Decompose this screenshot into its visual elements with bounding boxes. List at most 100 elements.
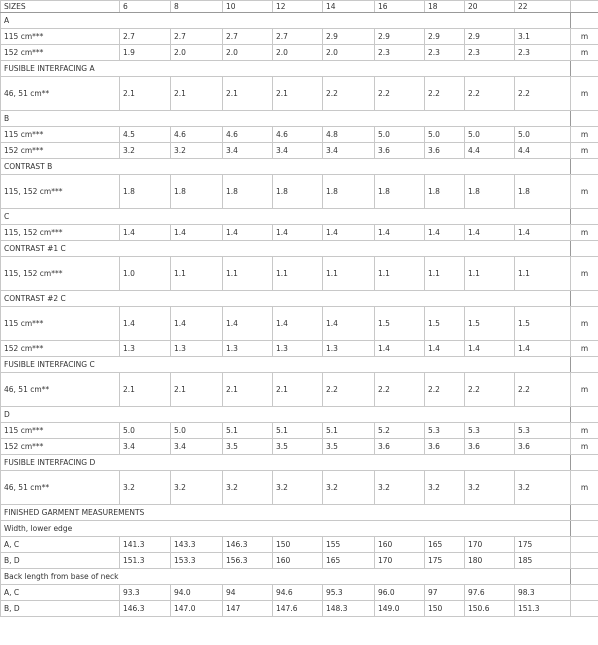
- data-row: 46, 51 cm** 2.1 2.1 2.1 2.1 2.2 2.2 2.2 2.2 2.2 m: [0, 76, 598, 111]
- unit-cell: [570, 568, 598, 585]
- section-row: Width, lower edge: [0, 520, 598, 537]
- unit-cell: [570, 110, 598, 127]
- size-header: 22: [514, 0, 571, 13]
- value-cell: 1.4: [424, 224, 465, 241]
- data-row: 152 cm*** 1.3 1.3 1.3 1.3 1.3 1.4 1.4 1.4 1.4 m: [0, 340, 598, 357]
- value-cell: 93.3: [119, 584, 171, 601]
- unit-cell: [570, 520, 598, 537]
- value-cell: 1.4: [119, 224, 171, 241]
- unit-cell: m: [570, 142, 598, 159]
- row-label: 115, 152 cm***: [0, 256, 120, 291]
- value-cell: 97: [424, 584, 465, 601]
- value-cell: 2.3: [464, 44, 515, 61]
- row-label: 115, 152 cm***: [0, 224, 120, 241]
- size-header: 20: [464, 0, 515, 13]
- value-cell: 146.3: [222, 536, 273, 553]
- value-cell: 5.0: [464, 126, 515, 143]
- value-cell: 5.2: [374, 422, 425, 439]
- value-cell: 5.3: [424, 422, 465, 439]
- value-cell: 1.4: [322, 306, 375, 341]
- value-cell: 1.4: [514, 340, 571, 357]
- section-label: CONTRAST B: [0, 158, 571, 175]
- value-cell: 4.6: [222, 126, 273, 143]
- value-cell: 2.9: [424, 28, 465, 45]
- section-row: CONTRAST B: [0, 158, 598, 175]
- value-cell: 1.4: [464, 224, 515, 241]
- header-label: SIZES: [0, 0, 120, 13]
- unit-cell: m: [570, 340, 598, 357]
- size-header: 16: [374, 0, 425, 13]
- value-cell: 3.6: [424, 438, 465, 455]
- row-label: 115 cm***: [0, 422, 120, 439]
- data-row: 115, 152 cm*** 1.0 1.1 1.1 1.1 1.1 1.1 1.1 1.1 1.…: [0, 256, 598, 291]
- data-row: B, D 146.3 147.0 147 147.6 148.3 149.0 150 150.6…: [0, 600, 598, 617]
- row-label: 115 cm***: [0, 306, 120, 341]
- value-cell: 2.1: [119, 76, 171, 111]
- section-row: A: [0, 12, 598, 29]
- value-cell: 170: [464, 536, 515, 553]
- row-label: 115 cm***: [0, 126, 120, 143]
- row-label: B, D: [0, 600, 120, 617]
- value-cell: 2.0: [272, 44, 323, 61]
- section-label: Back length from base of neck: [0, 568, 571, 585]
- value-cell: 1.3: [170, 340, 223, 357]
- value-cell: 150: [424, 600, 465, 617]
- unit-cell: [570, 60, 598, 77]
- unit-cell: m: [570, 28, 598, 45]
- section-label: FINISHED GARMENT MEASUREMENTS: [0, 504, 571, 521]
- value-cell: 1.4: [222, 224, 273, 241]
- value-cell: 3.6: [374, 438, 425, 455]
- value-cell: 1.4: [514, 224, 571, 241]
- value-cell: 3.2: [374, 470, 425, 505]
- value-cell: 2.1: [272, 372, 323, 407]
- value-cell: 2.2: [322, 76, 375, 111]
- value-cell: 1.1: [272, 256, 323, 291]
- unit-cell: [570, 504, 598, 521]
- value-cell: 1.4: [424, 340, 465, 357]
- value-cell: 98.3: [514, 584, 571, 601]
- value-cell: 5.0: [119, 422, 171, 439]
- value-cell: 3.6: [464, 438, 515, 455]
- value-cell: 3.4: [322, 142, 375, 159]
- section-row: B: [0, 110, 598, 127]
- section-label: D: [0, 406, 571, 423]
- unit-cell: [570, 454, 598, 471]
- size-header: 8: [170, 0, 223, 13]
- data-row: 115, 152 cm*** 1.4 1.4 1.4 1.4 1.4 1.4 1.4 1.4 1.…: [0, 224, 598, 241]
- unit-cell: [570, 158, 598, 175]
- unit-cell: [570, 552, 598, 569]
- value-cell: 146.3: [119, 600, 171, 617]
- unit-cell: m: [570, 76, 598, 111]
- value-cell: 3.4: [272, 142, 323, 159]
- section-row: FINISHED GARMENT MEASUREMENTS: [0, 504, 598, 521]
- data-row: 46, 51 cm** 2.1 2.1 2.1 2.1 2.2 2.2 2.2 2.2 2.2 m: [0, 372, 598, 407]
- data-row: 115 cm*** 5.0 5.0 5.1 5.1 5.1 5.2 5.3 5.3 5.3 m: [0, 422, 598, 439]
- value-cell: 5.1: [272, 422, 323, 439]
- value-cell: 1.4: [464, 340, 515, 357]
- value-cell: 3.6: [374, 142, 425, 159]
- data-row: 152 cm*** 3.4 3.4 3.5 3.5 3.5 3.6 3.6 3.6 3.6 m: [0, 438, 598, 455]
- section-label: FUSIBLE INTERFACING D: [0, 454, 571, 471]
- value-cell: 5.0: [170, 422, 223, 439]
- value-cell: 96.0: [374, 584, 425, 601]
- size-table: SIZES 6 8 10 12 14 16 18 20 22 A 115 cm*** 2.7 2.7 2.7…: [0, 0, 598, 617]
- value-cell: 2.0: [322, 44, 375, 61]
- value-cell: 2.9: [464, 28, 515, 45]
- value-cell: 5.1: [222, 422, 273, 439]
- value-cell: 1.8: [322, 174, 375, 209]
- unit-cell: m: [570, 422, 598, 439]
- section-label: FUSIBLE INTERFACING A: [0, 60, 571, 77]
- section-row: FUSIBLE INTERFACING C: [0, 356, 598, 373]
- unit-cell: m: [570, 174, 598, 209]
- value-cell: 149.0: [374, 600, 425, 617]
- value-cell: 1.1: [222, 256, 273, 291]
- value-cell: 5.3: [514, 422, 571, 439]
- unit-cell: [570, 406, 598, 423]
- section-label: B: [0, 110, 571, 127]
- value-cell: 1.1: [170, 256, 223, 291]
- value-cell: 1.3: [222, 340, 273, 357]
- value-cell: 160: [272, 552, 323, 569]
- value-cell: 3.5: [222, 438, 273, 455]
- value-cell: 151.3: [119, 552, 171, 569]
- row-label: 152 cm***: [0, 438, 120, 455]
